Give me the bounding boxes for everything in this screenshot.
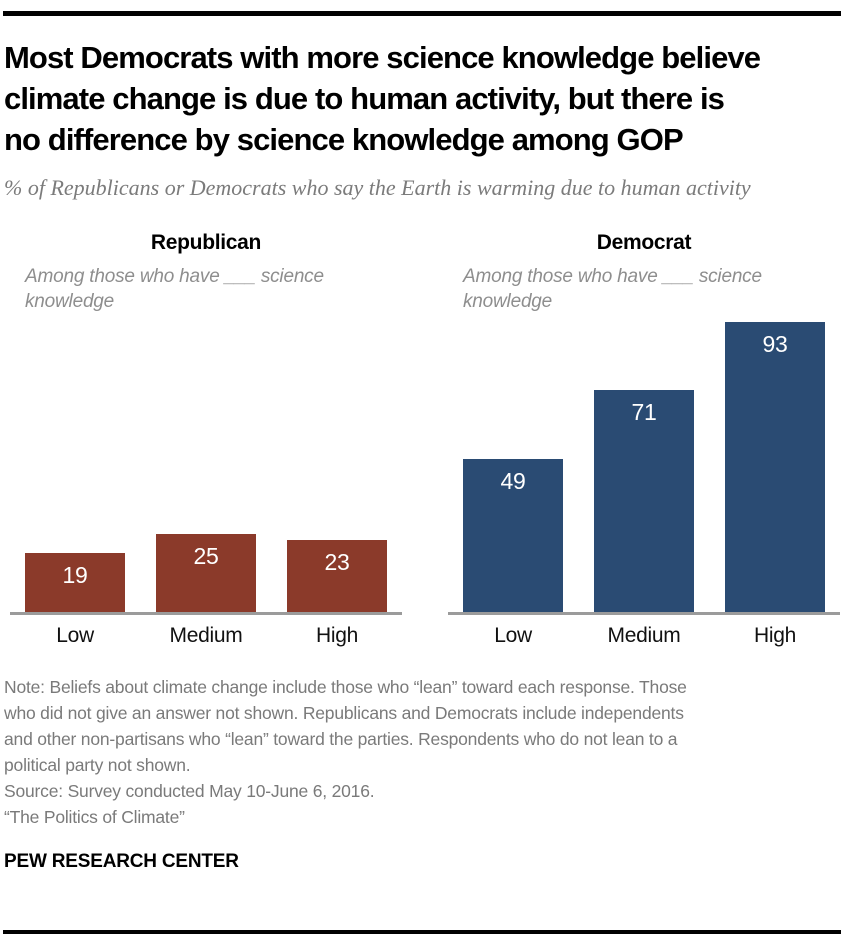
page-title-line-1: Most Democrats with more science knowled… <box>4 40 761 75</box>
bar-value-republican-high: 23 <box>324 549 350 575</box>
republican-axis-line <box>10 612 402 615</box>
bar-value-democrat-low: 49 <box>500 468 526 494</box>
content: Most Democrats with more science knowled… <box>4 16 840 873</box>
bar-republican-medium: 25 <box>156 534 256 612</box>
bar-value-republican-medium: 25 <box>193 543 219 569</box>
democrat-category-labels: Low Medium High <box>448 624 840 648</box>
bar-republican-low: 19 <box>25 553 125 612</box>
panel-title-democrat: Democrat <box>596 231 692 254</box>
footnote-block: Note: Beliefs about climate change inclu… <box>4 674 840 830</box>
page-title-line-3: no difference by science knowledge among… <box>4 122 684 157</box>
bar-democrat-medium: 71 <box>594 390 694 612</box>
category-label-democrat-medium: Medium <box>607 624 681 647</box>
bar-value-democrat-high: 93 <box>762 331 788 357</box>
bar-democrat-low: 49 <box>463 459 563 612</box>
category-label-democrat-low: Low <box>494 624 532 647</box>
charts-row: Republican Among those who have ___ scie… <box>4 231 840 648</box>
report-title: “The Politics of Climate” <box>4 807 185 827</box>
panel-note-democrat: Among those who have ___ science knowled… <box>463 266 762 312</box>
democrat-bars: 49 71 93 <box>448 322 840 612</box>
footnote-line-1: Note: Beliefs about climate change inclu… <box>4 677 687 697</box>
republican-bars: 19 25 23 <box>10 322 402 612</box>
footnote-line-3: and other non-partisans who “lean” towar… <box>4 729 678 749</box>
category-label-democrat-high: High <box>754 624 796 647</box>
chart-subtitle: % of Republicans or Democrats who say th… <box>4 175 751 200</box>
footnote-line-4: political party not shown. <box>4 755 191 775</box>
panel-note-republican: Among those who have ___ science knowled… <box>25 266 324 312</box>
brand-wordmark: PEW RESEARCH CENTER <box>4 851 239 872</box>
bar-democrat-high: 93 <box>725 322 825 612</box>
category-label-republican-medium: Medium <box>169 624 243 647</box>
category-label-republican-high: High <box>316 624 358 647</box>
republican-category-labels: Low Medium High <box>10 624 402 648</box>
category-label-republican-low: Low <box>56 624 94 647</box>
democrat-panel: Democrat Among those who have ___ scienc… <box>448 231 840 648</box>
bottom-divider <box>3 930 841 934</box>
page-title-line-2: climate change is due to human activity,… <box>4 81 725 116</box>
footnote-line-2: who did not give an answer not shown. Re… <box>4 703 684 723</box>
democrat-axis-line <box>448 612 840 615</box>
republican-panel: Republican Among those who have ___ scie… <box>10 231 402 648</box>
bar-republican-high: 23 <box>287 540 387 612</box>
top-divider <box>3 11 841 16</box>
bar-value-republican-low: 19 <box>62 562 88 588</box>
panel-title-republican: Republican <box>150 231 262 254</box>
bar-value-democrat-medium: 71 <box>631 399 657 425</box>
page-title: Most Democrats with more science knowled… <box>4 37 840 160</box>
source-line: Source: Survey conducted May 10-June 6, … <box>4 781 375 801</box>
